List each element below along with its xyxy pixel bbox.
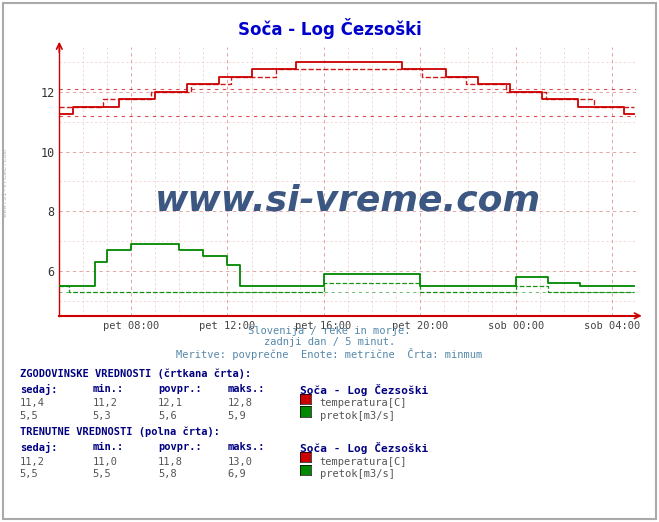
Text: 5,9: 5,9 <box>227 411 246 421</box>
Text: Meritve: povprečne  Enote: metrične  Črta: minmum: Meritve: povprečne Enote: metrične Črta:… <box>177 348 482 360</box>
Text: TRENUTNE VREDNOSTI (polna črta):: TRENUTNE VREDNOSTI (polna črta): <box>20 426 219 437</box>
Text: 11,8: 11,8 <box>158 457 183 467</box>
Text: 5,5: 5,5 <box>20 469 38 479</box>
Text: povpr.:: povpr.: <box>158 384 202 394</box>
Text: sedaj:: sedaj: <box>20 442 57 453</box>
Text: 12,1: 12,1 <box>158 398 183 408</box>
Text: zadnji dan / 5 minut.: zadnji dan / 5 minut. <box>264 337 395 347</box>
Text: www.si-vreme.com: www.si-vreme.com <box>2 149 9 217</box>
Text: 11,2: 11,2 <box>92 398 117 408</box>
Text: pretok[m3/s]: pretok[m3/s] <box>320 469 395 479</box>
Text: Soča - Log Čezsoški: Soča - Log Čezsoški <box>300 384 428 396</box>
Text: Soča - Log Čezsoški: Soča - Log Čezsoški <box>300 442 428 454</box>
Text: www.si-vreme.com: www.si-vreme.com <box>155 183 540 217</box>
Text: Slovenija / reke in morje.: Slovenija / reke in morje. <box>248 326 411 336</box>
Text: 12,8: 12,8 <box>227 398 252 408</box>
Text: 5,5: 5,5 <box>92 469 111 479</box>
Text: sedaj:: sedaj: <box>20 384 57 395</box>
Text: 11,4: 11,4 <box>20 398 45 408</box>
Text: 13,0: 13,0 <box>227 457 252 467</box>
Text: 11,2: 11,2 <box>20 457 45 467</box>
Text: maks.:: maks.: <box>227 384 265 394</box>
Text: Soča - Log Čezsoški: Soča - Log Čezsoški <box>238 18 421 39</box>
Text: 5,5: 5,5 <box>20 411 38 421</box>
Text: ZGODOVINSKE VREDNOSTI (črtkana črta):: ZGODOVINSKE VREDNOSTI (črtkana črta): <box>20 368 251 378</box>
Text: temperatura[C]: temperatura[C] <box>320 457 407 467</box>
Text: temperatura[C]: temperatura[C] <box>320 398 407 408</box>
Text: povpr.:: povpr.: <box>158 442 202 452</box>
Text: 6,9: 6,9 <box>227 469 246 479</box>
Text: 11,0: 11,0 <box>92 457 117 467</box>
Text: pretok[m3/s]: pretok[m3/s] <box>320 411 395 421</box>
Text: min.:: min.: <box>92 442 123 452</box>
Text: 5,8: 5,8 <box>158 469 177 479</box>
Text: min.:: min.: <box>92 384 123 394</box>
Text: 5,6: 5,6 <box>158 411 177 421</box>
Text: 5,3: 5,3 <box>92 411 111 421</box>
Text: maks.:: maks.: <box>227 442 265 452</box>
